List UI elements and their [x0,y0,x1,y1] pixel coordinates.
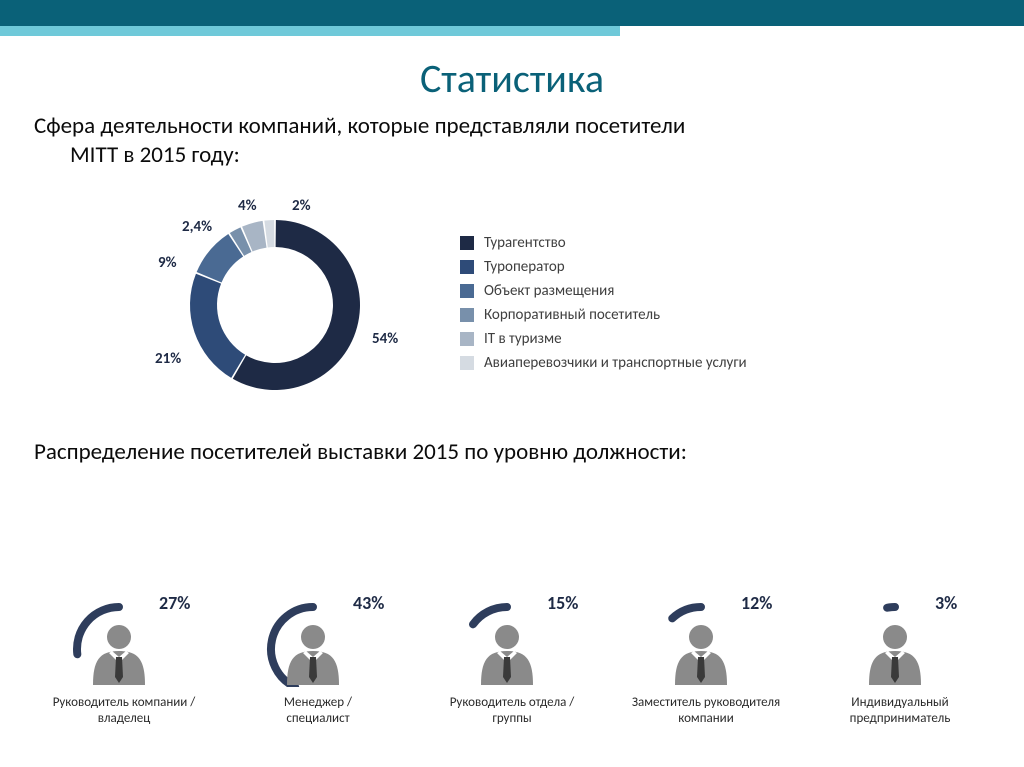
legend-item: Турагентство [460,234,747,252]
position-percent: 15% [547,592,578,614]
position-figure-graphic: 15% [437,577,587,687]
position-figure-graphic: 27% [49,577,199,687]
legend-swatch [460,332,474,346]
position-percent: 27% [159,592,190,614]
donut-slice-label: 9% [158,254,177,272]
legend-item: IT в туризме [460,330,747,348]
progress-arc [473,607,507,624]
position-figure: 27% Руководитель компании / владелец [34,577,214,728]
legend-item: Туроператор [460,258,747,276]
legend-swatch [460,284,474,298]
position-figure: 3% Индивидуальный предприниматель [810,577,990,728]
donut-legend: Турагентство Туроператор Объект размещения… [460,234,747,378]
donut-slice-label: 4% [238,197,257,215]
legend-label: Объект размещения [484,282,614,300]
legend-label: Турагентство [484,234,566,252]
donut-chart [120,190,430,420]
donut-chart-area: Турагентство Туроператор Объект размещения… [120,190,900,420]
position-figure: 43% Менеджер / специалист [228,577,408,728]
position-caption: Руководитель отдела / группы [450,695,575,728]
position-caption: Менеджер / специалист [284,695,352,728]
legend-swatch [460,356,474,370]
position-figure-graphic: 12% [631,577,781,687]
position-caption: Индивидуальный предприниматель [850,695,951,728]
legend-swatch [460,260,474,274]
position-caption: Заместитель руководителя компании [632,695,780,728]
position-figure: 15% Руководитель отдела / группы [422,577,602,728]
legend-swatch [460,236,474,250]
legend-label: Корпоративный посетитель [484,306,660,324]
donut-slice-label: 2% [292,197,311,215]
legend-item: Корпоративный посетитель [460,306,747,324]
donut-slice-label: 54% [372,330,398,348]
position-figure-graphic: 43% [243,577,393,687]
subtitle-positions: Распределение посетителей выставки 2015 … [34,438,990,467]
page-title: Статистика [0,54,1024,103]
subtitle-activity-line2: MITT в 2015 году: [34,141,990,170]
donut-slice-label: 2,4% [182,218,212,236]
position-figure-graphic: 3% [825,577,975,687]
donut-slice-label: 21% [155,350,181,368]
progress-arc [887,607,895,608]
topbar-accent [0,26,620,36]
legend-label: IT в туризме [484,330,562,348]
position-percent: 3% [935,592,957,614]
position-percent: 43% [353,592,384,614]
legend-label: Туроператор [484,258,565,276]
people-figures: 27% Руководитель компании / владелец 43% Ме… [34,577,990,728]
topbar [0,0,1024,26]
subtitle-activity: Сфера деятельности компаний, которые пре… [34,112,990,170]
position-percent: 12% [741,592,772,614]
position-figure: 12% Заместитель руководителя компании [616,577,796,728]
legend-item: Авиаперевозчики и транспортные услуги [460,354,747,372]
progress-arc [672,607,701,618]
legend-swatch [460,308,474,322]
position-caption: Руководитель компании / владелец [53,695,196,728]
legend-item: Объект размещения [460,282,747,300]
donut-slice [190,274,245,378]
legend-label: Авиаперевозчики и транспортные услуги [484,354,747,372]
subtitle-activity-line1: Сфера деятельности компаний, которые пре… [34,112,685,140]
